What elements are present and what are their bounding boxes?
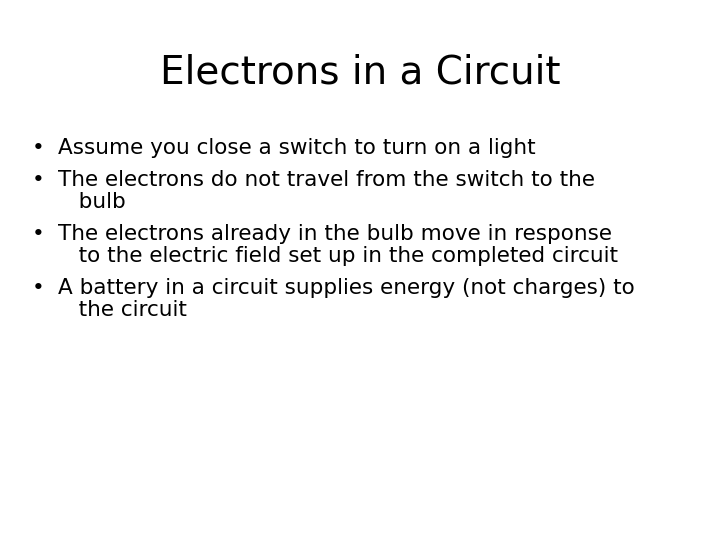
Text: The electrons do not travel from the switch to the: The electrons do not travel from the swi… bbox=[58, 170, 595, 190]
Text: A battery in a circuit supplies energy (not charges) to: A battery in a circuit supplies energy (… bbox=[58, 278, 635, 298]
Text: •: • bbox=[32, 224, 45, 244]
Text: bulb: bulb bbox=[58, 192, 126, 212]
Text: •: • bbox=[32, 278, 45, 298]
Text: The electrons already in the bulb move in response: The electrons already in the bulb move i… bbox=[58, 224, 612, 244]
Text: •: • bbox=[32, 138, 45, 158]
Text: to the electric field set up in the completed circuit: to the electric field set up in the comp… bbox=[58, 246, 618, 266]
Text: •: • bbox=[32, 170, 45, 190]
Text: the circuit: the circuit bbox=[58, 300, 187, 320]
Text: Electrons in a Circuit: Electrons in a Circuit bbox=[160, 53, 560, 91]
Text: Assume you close a switch to turn on a light: Assume you close a switch to turn on a l… bbox=[58, 138, 536, 158]
